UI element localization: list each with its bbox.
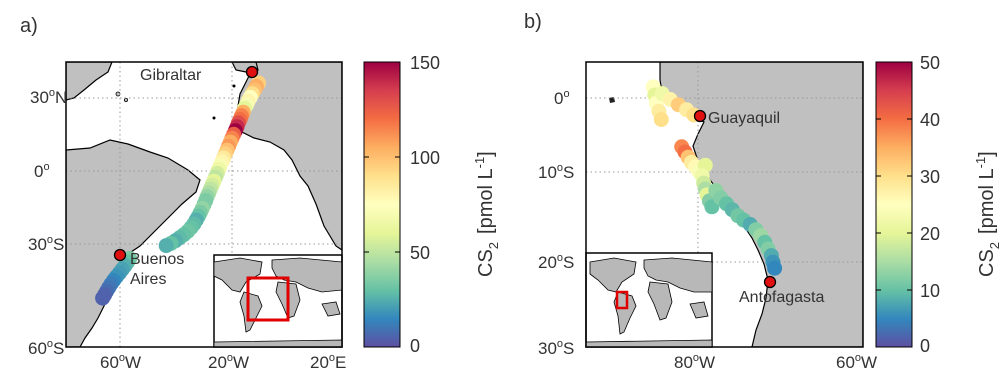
panel-b: b) Guayaquil Antofagasta [524,11,1002,372]
colorbar-a-tick-2: 50 [410,243,430,263]
colorbar-b-tick-2: 30 [920,167,940,187]
lon-ticks-b: 80oW 60oW [674,352,877,372]
colorbar-a-tick-1: 100 [410,148,440,168]
lat-tick-b-3: 30oS [538,338,574,358]
lat-tick-b-1: 10oS [538,162,574,182]
cruise-b-sample-point [653,112,669,127]
inset-land-antarctica-a [214,339,342,347]
colorbar-a-label: CS2[pmol L-1] [472,151,501,277]
panel-a-label: a) [20,15,38,37]
cruise-a-sample-point [95,290,111,306]
lat-tick-a-1: 0o [34,161,50,181]
lat-tick-a-2: 30oS [28,234,64,254]
lon-tick-a-1: 20oW [208,352,249,372]
inset-land-south-america-a [239,291,263,333]
guayaquil-marker [693,109,707,123]
lat-tick-a-3: 60oS [28,338,64,358]
colorbar-a: 150 100 50 0 [363,53,440,356]
inset-world-b [585,252,713,348]
colorbar-a-tick-3: 0 [410,336,420,356]
lon-tick-b-1: 60oW [836,352,877,372]
inset-land-australia-b [689,301,709,319]
inset-land-south-america-b [613,291,637,335]
inset-highlight-box-a [246,276,290,322]
map-a [66,62,342,347]
colorbar-a-ramp [363,61,401,348]
land-africa-a [235,62,342,251]
graticule-a [66,62,342,347]
inset-land-eurasia-a [271,257,342,293]
colorbar-b: 50 40 30 20 10 0 [875,53,940,356]
colorbar-b-ramp [875,61,913,348]
lon-ticks-a: 60oW 20oW 20oE [100,352,346,372]
buenos-aires-label-line1: Buenos [130,251,184,268]
colorbar-b-label: CS2[pmol L-1] [973,151,1002,277]
inset-land-north-america-b [589,257,637,293]
cruise-track-b [645,79,783,276]
buenos-aires-label-line2: Aires [130,271,166,288]
panel-a: a) [20,15,501,372]
colorbar-b-tick-5: 0 [920,336,930,356]
cruise-b-sample-point [767,260,783,276]
gibraltar-label: Gibraltar [140,67,202,84]
lat-ticks-a: 30oN 0o 30oS 60oS [28,87,67,358]
colorbar-b-tick-3: 20 [920,224,940,244]
inset-highlight-box-b [615,290,629,310]
inset-land-africa-b [647,281,673,321]
land-north-america-a [66,62,113,101]
buenos-aires-marker [113,248,127,262]
antofagasta-label: Antofagasta [739,289,825,306]
guayaquil-label: Guayaquil [708,110,780,127]
inset-land-north-america-a [214,257,263,293]
lat-ticks-b: 0o 10oS 20oS 30oS [538,88,574,358]
colorbar-a-tick-0: 150 [410,53,440,73]
lat-tick-a-0: 30oN [30,87,67,107]
map-frame-a [65,61,343,348]
map-frame-b [585,61,864,348]
land-island-a [212,116,216,120]
gibraltar-marker [245,65,259,79]
inset-world-a [213,254,343,348]
land-island-a [124,98,129,103]
colorbar-b-tick-0: 50 [920,53,940,73]
land-island-a [232,84,236,88]
lon-tick-b-0: 80oW [674,352,715,372]
inset-land-eurasia-b [643,257,712,293]
panel-b-label: b) [524,11,542,33]
lon-tick-a-0: 60oW [100,352,141,372]
colorbar-b-tick-4: 10 [920,281,940,301]
lon-tick-a-2: 20oE [310,352,346,372]
colorbar-b-tick-1: 40 [920,110,940,130]
lat-tick-b-2: 20oS [538,252,574,272]
inset-land-antarctica-b [586,339,712,347]
land-island-a [115,91,121,97]
cruise-a-sample-point [158,238,174,254]
lat-tick-b-0: 0o [554,88,570,108]
antofagasta-marker [763,275,777,289]
inset-land-australia-a [321,301,341,317]
cruise-track-a [95,75,267,306]
